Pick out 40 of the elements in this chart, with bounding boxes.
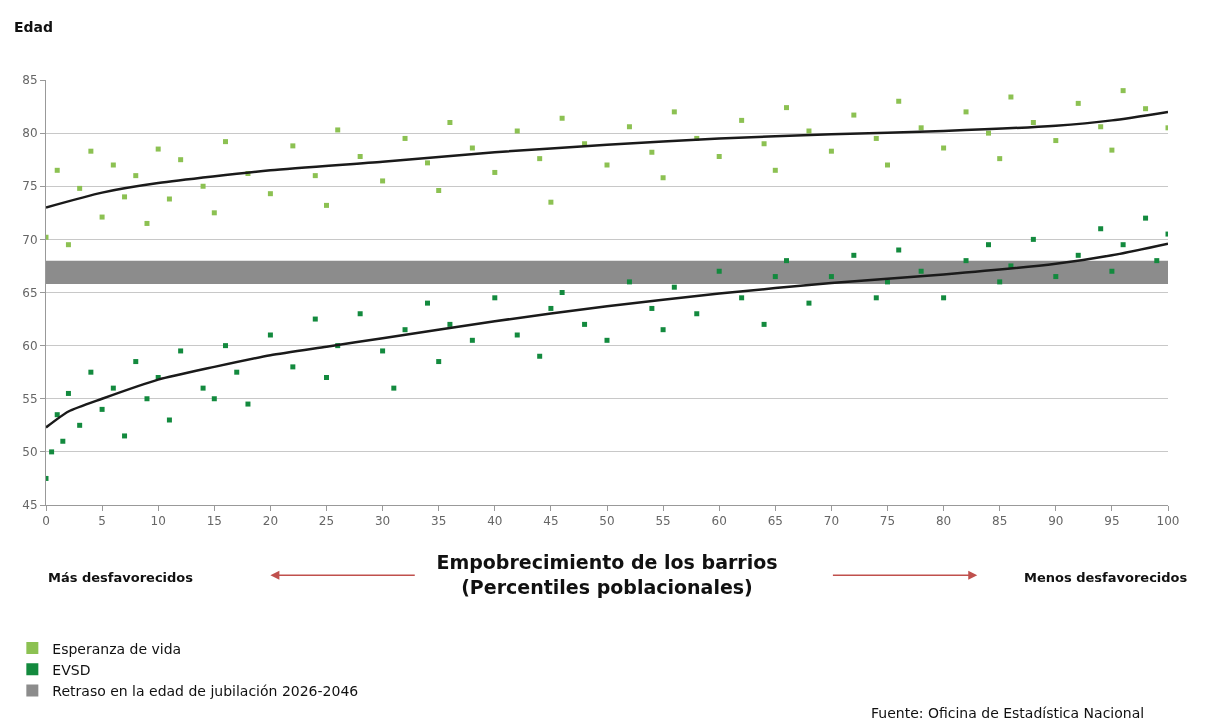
x-tick-label: 100 — [1156, 514, 1180, 529]
x-tick-label: 80 — [935, 514, 952, 529]
y-axis-title: Edad — [14, 19, 54, 35]
x-tick-label: 45 — [543, 514, 559, 529]
x-tick-label: 95 — [1104, 514, 1120, 529]
x-tick-label: 60 — [711, 514, 727, 529]
x-tick-label: 0 — [42, 514, 50, 529]
y-tick-label: 65 — [22, 285, 38, 300]
x-tick-label: 65 — [767, 514, 783, 529]
y-tick-label: 50 — [22, 445, 38, 460]
x-tick-label: 30 — [374, 514, 391, 529]
y-tick-label: 70 — [22, 232, 38, 247]
x-tick-label: 50 — [599, 514, 615, 529]
x-tick-label: 5 — [98, 514, 106, 529]
y-tick-label: 80 — [22, 126, 38, 141]
y-tick-label: 55 — [22, 391, 38, 406]
y-tick-label: 60 — [22, 338, 38, 353]
y-tick-label: 45 — [22, 498, 38, 513]
x-tick-label: 70 — [823, 514, 840, 529]
x-tick-label: 40 — [487, 514, 503, 529]
legend-label: EVSD — [52, 661, 91, 678]
text: Menos desfavorecidos — [1024, 570, 1188, 585]
line-series — [46, 242, 1168, 429]
x-tick-label: 35 — [431, 514, 447, 529]
x-tick-label: 15 — [206, 514, 222, 529]
source-note: Fuente: Oficina de Estadística Nacional — [871, 705, 1145, 721]
x-tick-label: 25 — [318, 514, 335, 529]
x-tick-label: 90 — [1048, 514, 1064, 529]
x-tick-label: 55 — [655, 514, 671, 529]
x-tick-label: 85 — [992, 514, 1008, 529]
y-tick-label: 75 — [22, 179, 38, 194]
x-axis-title: Empobrecimiento de los barrios (Percentiles poblacionales) — [436, 551, 778, 598]
legend-label: Esperanza de vida — [52, 640, 182, 657]
legend-label: Retraso en la edad de jubilación 2026-2046 — [52, 682, 359, 699]
x-tick-label: 75 — [879, 514, 896, 529]
line-series — [46, 110, 1168, 209]
x-tick-label: 20 — [262, 514, 279, 529]
text: Más desfavorecidos — [48, 570, 194, 585]
x-tick-label: 10 — [150, 514, 166, 529]
y-tick-label: 85 — [22, 73, 38, 88]
